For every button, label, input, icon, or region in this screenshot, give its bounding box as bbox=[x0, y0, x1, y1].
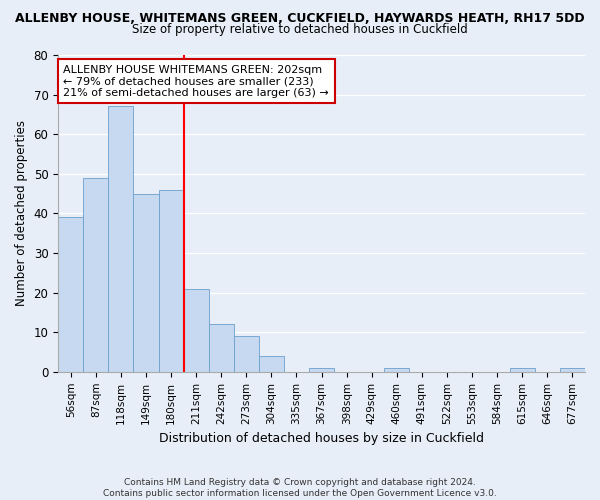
Bar bbox=[510, 368, 535, 372]
Bar bbox=[209, 324, 234, 372]
Text: Size of property relative to detached houses in Cuckfield: Size of property relative to detached ho… bbox=[132, 22, 468, 36]
Bar bbox=[384, 368, 409, 372]
Bar bbox=[58, 218, 83, 372]
Text: ALLENBY HOUSE WHITEMANS GREEN: 202sqm
← 79% of detached houses are smaller (233): ALLENBY HOUSE WHITEMANS GREEN: 202sqm ← … bbox=[64, 64, 329, 98]
Bar bbox=[560, 368, 585, 372]
X-axis label: Distribution of detached houses by size in Cuckfield: Distribution of detached houses by size … bbox=[159, 432, 484, 445]
Bar bbox=[133, 194, 158, 372]
Bar bbox=[158, 190, 184, 372]
Text: Contains HM Land Registry data © Crown copyright and database right 2024.
Contai: Contains HM Land Registry data © Crown c… bbox=[103, 478, 497, 498]
Bar bbox=[234, 336, 259, 372]
Bar bbox=[83, 178, 109, 372]
Bar bbox=[259, 356, 284, 372]
Text: ALLENBY HOUSE, WHITEMANS GREEN, CUCKFIELD, HAYWARDS HEATH, RH17 5DD: ALLENBY HOUSE, WHITEMANS GREEN, CUCKFIEL… bbox=[15, 12, 585, 26]
Bar bbox=[184, 288, 209, 372]
Bar bbox=[109, 106, 133, 372]
Y-axis label: Number of detached properties: Number of detached properties bbox=[15, 120, 28, 306]
Bar bbox=[309, 368, 334, 372]
